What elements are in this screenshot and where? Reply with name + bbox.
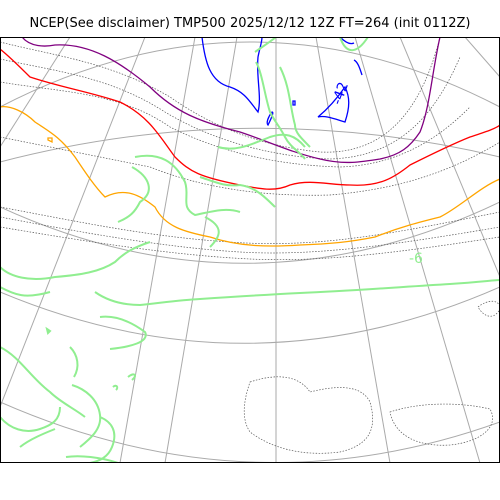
isotherm-green — [0, 37, 500, 463]
isotherm-line — [0, 226, 500, 261]
latitude-line — [0, 201, 500, 264]
isotherm-purple — [21, 37, 441, 164]
isotherm-line — [0, 37, 441, 153]
longitude-line — [464, 37, 500, 78]
latitude-line — [0, 286, 500, 344]
contour-label-warm: -6 — [409, 251, 423, 267]
map-title: NCEP(See disclaimer) TMP500 2025/12/12 1… — [29, 16, 471, 31]
isotherm-line — [0, 206, 500, 244]
isotherm-line — [477, 300, 500, 317]
longitude-line — [354, 37, 481, 463]
longitude-line — [0, 37, 71, 148]
longitude-line — [315, 37, 391, 463]
isotherm-line — [389, 403, 493, 446]
isotherm-line — [0, 136, 500, 196]
latitude-line — [0, 401, 500, 463]
isotherm-line — [0, 81, 471, 168]
latitude-line — [0, 41, 500, 108]
longitude-line — [164, 37, 238, 463]
latitude-line — [0, 127, 500, 163]
longitude-line — [399, 37, 500, 278]
longitude-line — [0, 37, 146, 408]
isotherm-orange-fragment — [47, 137, 53, 144]
isotherm-orange — [0, 106, 500, 247]
map-panel: -42 -6 — [0, 37, 500, 463]
isotherm-line — [0, 56, 461, 160]
isotherm-line — [0, 216, 500, 254]
isotherm-line — [243, 376, 373, 454]
longitude-line — [119, 37, 196, 463]
isotherm-red — [0, 48, 500, 190]
contour-label-cold: -42 — [329, 80, 352, 107]
